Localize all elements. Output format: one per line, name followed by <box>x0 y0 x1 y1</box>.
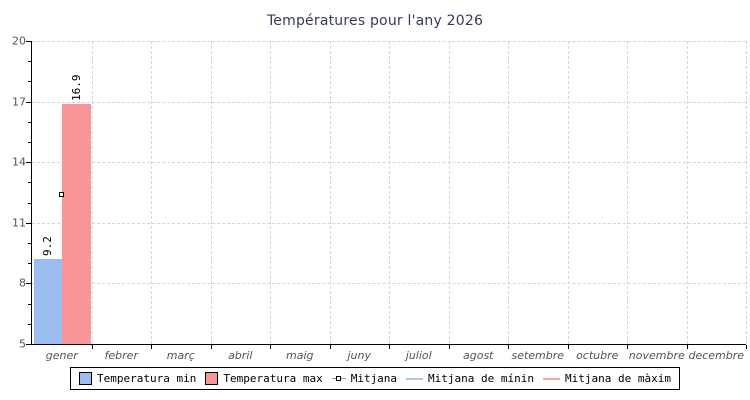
month-label: juny <box>347 349 372 362</box>
y-tick-major <box>26 283 31 285</box>
x-tick <box>627 345 628 349</box>
month-label: agost <box>463 349 494 362</box>
x-tick <box>210 345 212 349</box>
bar-temp-min[interactable] <box>33 259 62 344</box>
x-tick <box>91 345 93 349</box>
month-label: abril <box>228 349 253 362</box>
month-label: juliol <box>405 349 432 362</box>
x-tick <box>329 345 331 349</box>
legend-label: Mitjana <box>350 372 398 385</box>
y-tick-label: 14 <box>12 155 26 169</box>
mitjana-marker[interactable] <box>58 191 64 197</box>
y-tick-minor <box>28 81 31 83</box>
y-tick-minor <box>28 142 31 143</box>
y-tick-minor <box>28 303 31 305</box>
y-tick-label: 20 <box>12 34 26 48</box>
y-tick-major <box>26 162 31 164</box>
legend-swatch-marker <box>331 374 346 383</box>
month-label: decembre <box>688 349 745 362</box>
legend-label: Temperatura min <box>97 372 197 385</box>
x-tick <box>746 345 747 349</box>
month-label: novembre <box>628 349 685 362</box>
plot-area: 5 8 11 14 17 20 gener febrer març abril maig juny ju… <box>12 35 747 362</box>
y-axis-line <box>31 41 32 345</box>
legend-swatch-line <box>406 377 424 380</box>
legend-item-mitjana[interactable]: Mitjana <box>331 372 398 385</box>
legend-swatch-box <box>79 372 93 385</box>
x-axis-line <box>31 344 746 345</box>
legend: Temperatura min Temperatura max Mitjana Mit… <box>70 367 680 390</box>
gridline-vertical <box>567 41 569 344</box>
y-tick-minor <box>28 202 31 204</box>
y-tick-label: 5 <box>19 337 26 351</box>
y-tick-minor <box>28 182 31 184</box>
month-label: setembre <box>511 349 565 362</box>
marker-square <box>335 376 341 381</box>
gridline-vertical <box>448 41 450 344</box>
gridline-vertical <box>686 41 688 344</box>
y-tick-label: 8 <box>19 276 26 290</box>
gridline-vertical <box>151 41 152 344</box>
gridline-vertical <box>389 41 390 344</box>
gridline-vertical <box>508 41 509 344</box>
x-tick <box>389 345 390 349</box>
y-tick-major <box>26 344 31 345</box>
legend-item-mitjana-de-m-xim[interactable]: Mitjana de màxim <box>543 372 671 385</box>
legend-label: Mitjana de mínin <box>428 372 535 385</box>
y-tick-minor <box>28 323 31 325</box>
legend-item-mitjana-de-m-nin[interactable]: Mitjana de mínin <box>406 372 534 385</box>
y-tick-major <box>26 101 31 103</box>
gridline-vertical <box>627 41 628 344</box>
bar-temp-max[interactable] <box>61 103 91 344</box>
x-tick <box>270 345 271 349</box>
y-tick-minor <box>28 61 31 63</box>
x-tick <box>448 345 450 349</box>
y-tick-label: 11 <box>12 216 26 230</box>
y-tick-major <box>26 41 31 42</box>
chart-title: Températures pour l'any 2026 <box>266 13 484 29</box>
x-tick <box>508 345 509 349</box>
legend-label: Mitjana de màxim <box>565 372 671 385</box>
legend-swatch-line <box>543 377 561 380</box>
legend-swatch-box <box>205 372 219 385</box>
y-tick-label: 17 <box>12 95 26 109</box>
gridline-vertical <box>746 41 747 344</box>
legend-item-temperatura-min[interactable]: Temperatura min <box>79 372 196 385</box>
y-tick-minor <box>28 121 31 123</box>
month-label: gener <box>45 349 78 362</box>
gridline-vertical <box>210 41 212 344</box>
legend-label: Temperatura max <box>223 372 323 385</box>
legend-item-temperatura-max[interactable]: Temperatura max <box>205 372 323 385</box>
gridline-vertical <box>91 41 93 344</box>
x-tick <box>686 345 688 349</box>
month-label: octubre <box>576 349 619 362</box>
x-tick <box>151 345 152 349</box>
gridline-vertical <box>329 41 331 344</box>
y-tick-minor <box>28 263 31 265</box>
month-label: març <box>166 349 195 362</box>
y-tick-minor <box>28 243 31 244</box>
y-tick-major <box>26 222 31 224</box>
month-label: maig <box>286 349 314 362</box>
month-label: febrer <box>104 349 138 362</box>
bar-value-label: 16.9 <box>69 74 83 101</box>
gridline-vertical <box>270 41 271 344</box>
bar-value-label: 9.2 <box>41 236 55 257</box>
x-tick <box>567 345 569 349</box>
